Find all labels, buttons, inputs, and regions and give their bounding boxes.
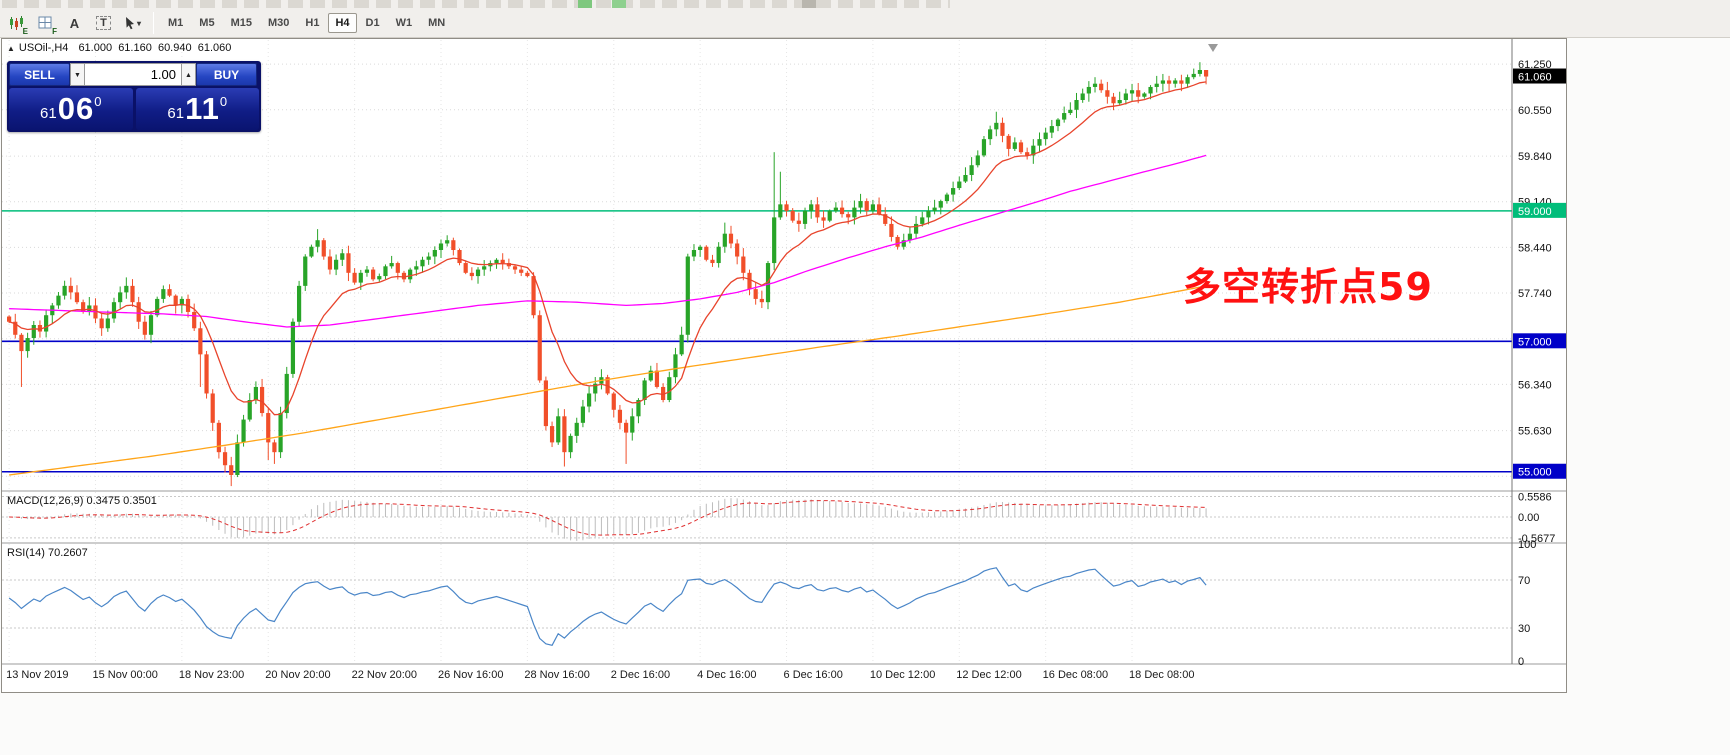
buy-price-pips: 11 [185, 91, 220, 126]
svg-text:12 Dec 12:00: 12 Dec 12:00 [956, 669, 1021, 681]
rsi-pane [2, 579, 1512, 629]
collapse-arrow-icon[interactable]: ▲ [7, 44, 15, 53]
time-axis-labels[interactable]: 13 Nov 2019 15 Nov 00:00 18 Nov 23:00 20 No… [6, 669, 1194, 681]
text-box-icon[interactable]: T [90, 11, 117, 35]
ma-fast-line [8, 81, 1207, 416]
ma-mid-line [9, 154, 1207, 328]
timeframe-m15-button[interactable]: M15 [230, 17, 252, 29]
main-toolbar: E F A T ▾ M1 M5 M15 M30 H1 H4 D1 W1 MN [0, 0, 1730, 38]
svg-text:61.060: 61.060 [1518, 72, 1552, 84]
grid-layer [2, 40, 1512, 664]
rsi-line [8, 567, 1207, 646]
volume-decrease-button[interactable]: ▼ [70, 63, 85, 86]
buy-price-pipette: 0 [219, 94, 228, 109]
cursor-tool-icon[interactable]: ▾ [119, 11, 146, 35]
svg-text:6 Dec 16:00: 6 Dec 16:00 [784, 669, 843, 681]
macd-histogram [14, 498, 1207, 541]
svg-text:58.440: 58.440 [1518, 242, 1552, 254]
svg-text:0.00: 0.00 [1518, 512, 1539, 524]
chart-canvas[interactable]: 61.25060.55059.84059.14058.44057.74056.3… [2, 39, 1566, 692]
buy-button[interactable]: BUY [196, 63, 257, 86]
svg-text:18 Nov 23:00: 18 Nov 23:00 [179, 669, 244, 681]
chart-annotation: 多空转折点59 [1183, 265, 1433, 309]
sell-price-display[interactable]: 61 06 0 [9, 88, 133, 130]
timeframe-mn-button[interactable]: MN [428, 17, 446, 29]
clipped-icon [578, 0, 592, 8]
candles-layer [7, 62, 1209, 487]
svg-text:4 Dec 16:00: 4 Dec 16:00 [697, 669, 756, 681]
macd-pane [2, 495, 1512, 541]
volume-increase-button[interactable]: ▲ [181, 63, 196, 86]
svg-text:61.250: 61.250 [1518, 59, 1552, 71]
svg-text:-0.5677: -0.5677 [1518, 533, 1555, 545]
macd-signal-line [9, 500, 1207, 536]
volume-input[interactable] [85, 63, 181, 86]
timeframe-h4-button[interactable]: H4 [328, 13, 357, 33]
svg-text:57.000: 57.000 [1518, 336, 1552, 348]
pane-separators[interactable] [2, 490, 1566, 665]
svg-text:0.5586: 0.5586 [1518, 491, 1552, 503]
sell-price-base: 61 [40, 105, 57, 122]
horizontal-level-lines[interactable] [2, 210, 1512, 473]
sell-price-pipette: 0 [94, 94, 102, 109]
toolbar-separator [153, 12, 154, 34]
svg-text:30: 30 [1518, 623, 1530, 635]
svg-text:59.000: 59.000 [1518, 206, 1552, 218]
svg-text:15 Nov 00:00: 15 Nov 00:00 [92, 669, 157, 681]
price-badges: 59.000 57.000 55.000 61.060 [1513, 68, 1566, 479]
chart-symbol-period: USOil-,H4 [18, 42, 69, 54]
chart-window: 61.250 60.550 59.840 59.140 58.440 57.740 56.3… [1, 38, 1567, 693]
svg-text:16 Dec 08:00: 16 Dec 08:00 [1043, 669, 1108, 681]
buy-price-base: 61 [167, 105, 185, 122]
svg-text:55.000: 55.000 [1518, 467, 1552, 479]
svg-text:100: 100 [1518, 539, 1536, 551]
rsi-indicator-label: RSI(14) 70.2607 [7, 547, 88, 559]
svg-text:60.550: 60.550 [1518, 105, 1552, 117]
buy-price-display[interactable]: 61 11 0 [135, 88, 259, 130]
ma-slow-line [9, 285, 1207, 476]
chart-tools-icon[interactable]: E [3, 11, 30, 36]
sell-price-pips: 06 [57, 91, 95, 126]
svg-text:28 Nov 16:00: 28 Nov 16:00 [524, 669, 589, 681]
svg-text:56.340: 56.340 [1518, 379, 1552, 391]
svg-text:10 Dec 12:00: 10 Dec 12:00 [870, 669, 935, 681]
svg-text:57.740: 57.740 [1518, 288, 1552, 300]
svg-text:22 Nov 20:00: 22 Nov 20:00 [352, 669, 417, 681]
svg-text:18 Dec 08:00: 18 Dec 08:00 [1129, 669, 1194, 681]
svg-text:2 Dec 16:00: 2 Dec 16:00 [611, 669, 670, 681]
clipped-icon [612, 0, 626, 8]
svg-text:55.630: 55.630 [1518, 426, 1552, 438]
svg-text:70: 70 [1518, 575, 1530, 587]
clipped-icon [802, 0, 816, 8]
timeframe-h1-button[interactable]: H1 [305, 17, 320, 29]
timeframe-m30-button[interactable]: M30 [267, 17, 290, 29]
timeframe-d1-button[interactable]: D1 [365, 17, 380, 29]
profiles-icon[interactable]: F [32, 11, 59, 36]
chart-info-line: ▲ USOil-,H4 61.000 61.160 60.940 61.060 [7, 42, 231, 54]
timeframe-m1-button[interactable]: M1 [168, 17, 184, 29]
svg-text:26 Nov 16:00: 26 Nov 16:00 [438, 669, 503, 681]
macd-indicator-label: MACD(12,26,9) 0.3475 0.3501 [7, 495, 157, 507]
text-label-icon[interactable]: A [69, 15, 80, 31]
timeframe-w1-button[interactable]: W1 [395, 17, 413, 29]
toolbar-icon-row: E F A T ▾ M1 M5 M15 M30 H1 H4 D1 W1 MN [2, 9, 453, 37]
clipped-toolbar-icons [2, 0, 950, 8]
chart-ohlc-values: 61.000 61.160 60.940 61.060 [78, 42, 232, 54]
shift-marker-icon [1208, 44, 1218, 52]
timeframe-m5-button[interactable]: M5 [199, 17, 215, 29]
price-axis-labels[interactable]: 61.25060.55059.84059.14058.44057.74056.3… [1518, 59, 1555, 668]
sell-button[interactable]: SELL [9, 63, 70, 86]
svg-text:20 Nov 20:00: 20 Nov 20:00 [265, 669, 330, 681]
svg-text:59.840: 59.840 [1518, 151, 1552, 163]
svg-text:0: 0 [1518, 656, 1524, 668]
svg-text:13 Nov 2019: 13 Nov 2019 [6, 669, 68, 681]
